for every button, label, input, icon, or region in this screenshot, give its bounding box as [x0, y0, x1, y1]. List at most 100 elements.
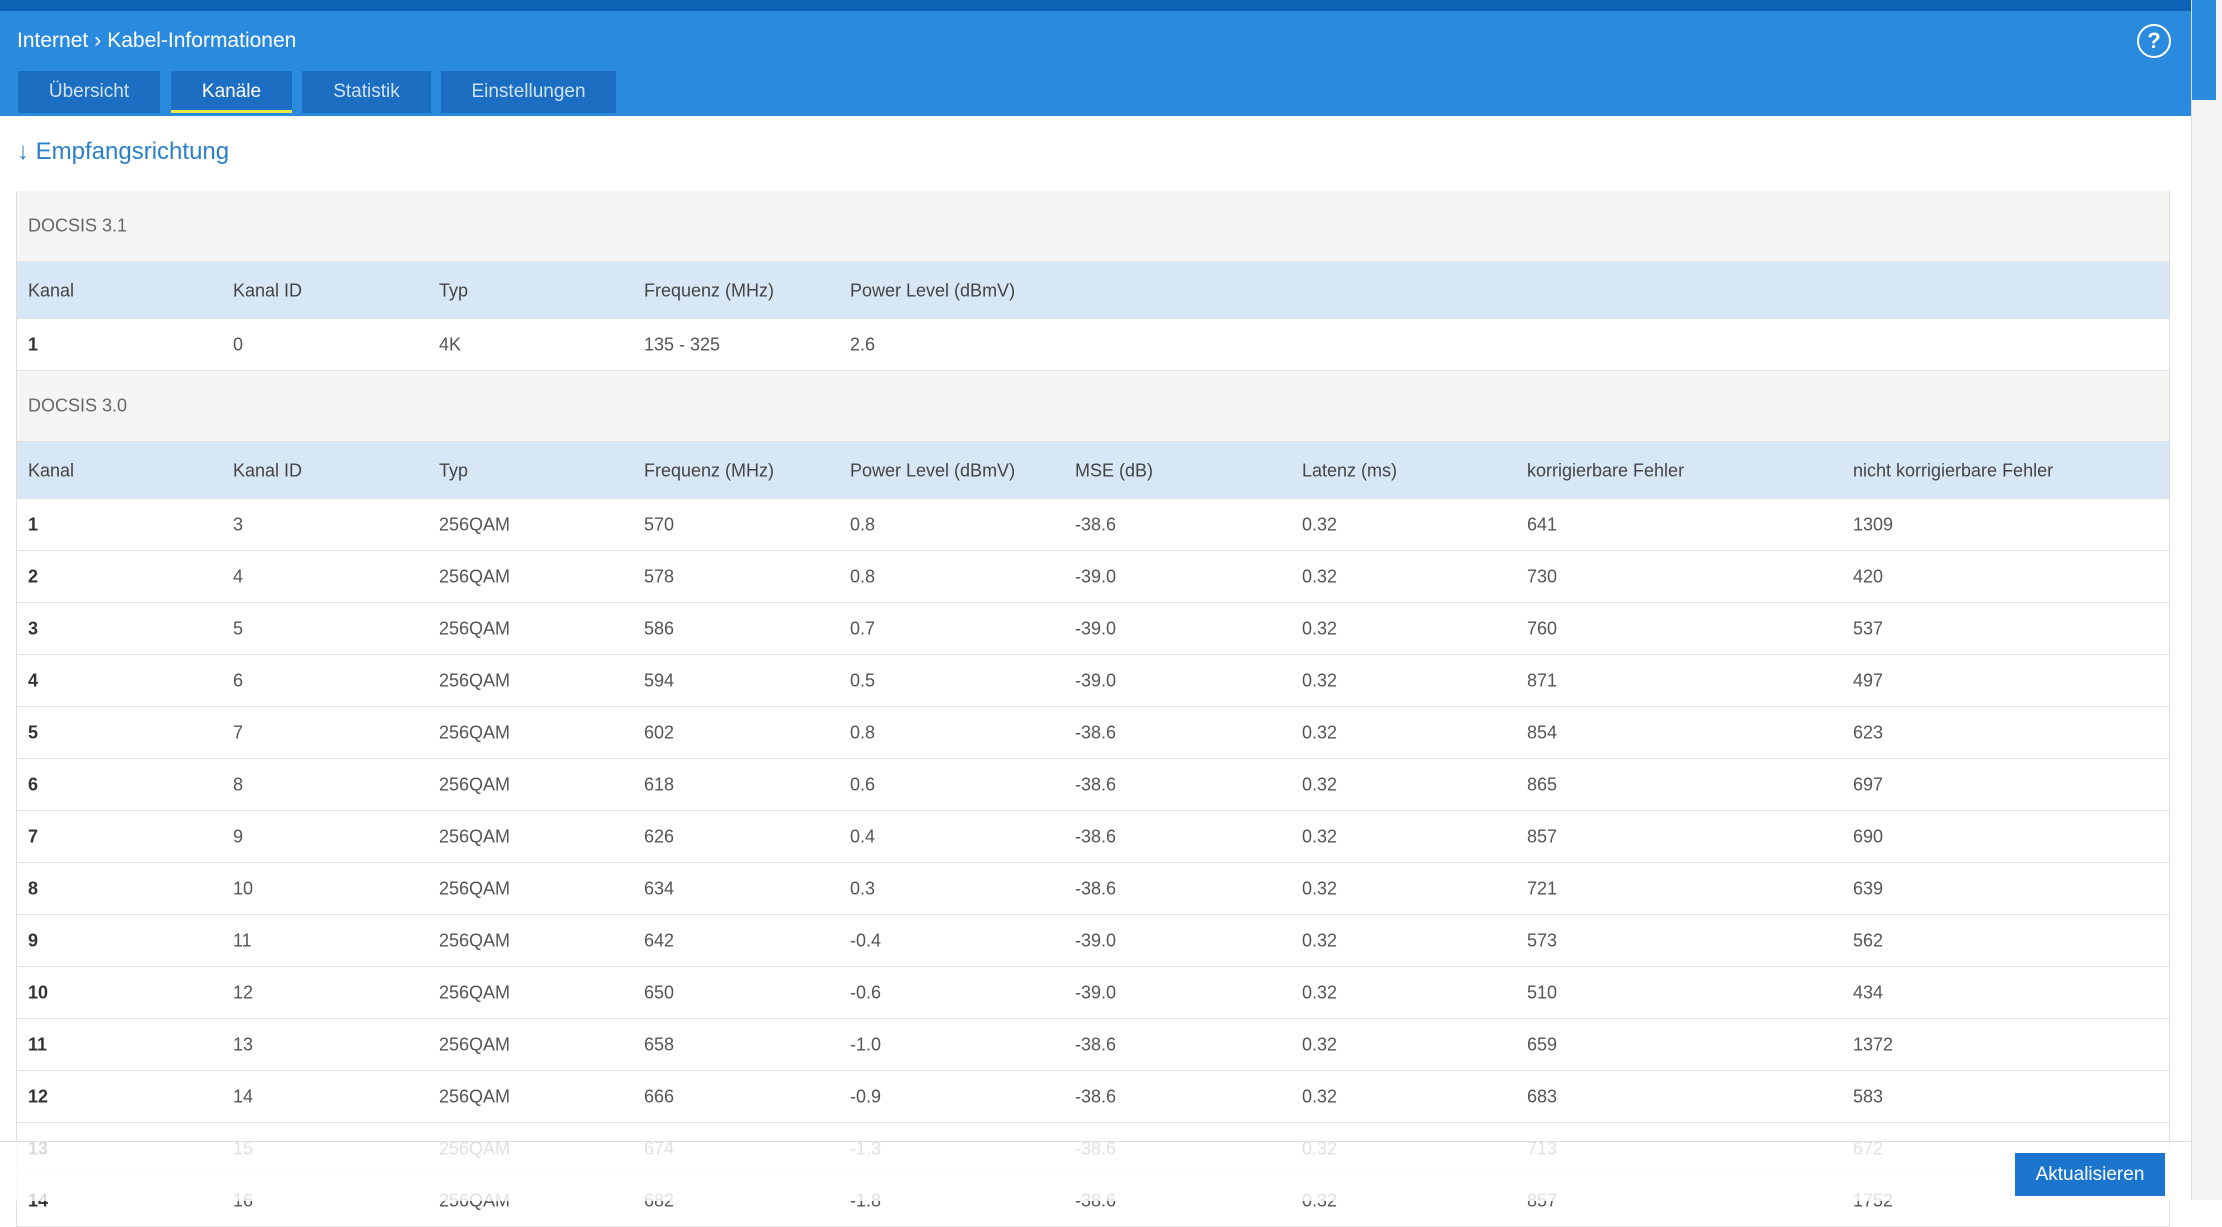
table-cell: 623	[1853, 722, 1883, 743]
table-cell: 256QAM	[439, 514, 510, 535]
table-cell: 578	[644, 566, 674, 587]
data-row: 68256QAM6180.6-38.60.32865697	[16, 759, 2170, 811]
table-cell: 3	[233, 514, 243, 535]
table-cell: 583	[1853, 1086, 1883, 1107]
channel-table: DOCSIS 3.1 KanalKanal IDTypFrequenz (MHz)…	[16, 191, 2170, 1227]
table-cell: 586	[644, 618, 674, 639]
table-cell: 3	[28, 618, 38, 639]
table-cell: 0.32	[1302, 930, 1337, 951]
table-cell: 658	[644, 1034, 674, 1055]
table-cell: 641	[1527, 514, 1557, 535]
data-row: 1214256QAM666-0.9-38.60.32683583	[16, 1071, 2170, 1123]
table-cell: -38.6	[1075, 1034, 1116, 1055]
table-cell: 573	[1527, 930, 1557, 951]
column-header: Kanal	[28, 460, 74, 481]
header-row: KanalKanal IDTypFrequenz (MHz)Power Leve…	[16, 442, 2170, 499]
table-cell: 0.32	[1302, 722, 1337, 743]
table-cell: 602	[644, 722, 674, 743]
table-cell: 256QAM	[439, 722, 510, 743]
table-cell: -38.6	[1075, 878, 1116, 899]
data-row: 13256QAM5700.8-38.60.326411309	[16, 499, 2170, 551]
help-button[interactable]: ?	[2137, 24, 2171, 58]
table-cell: 697	[1853, 774, 1883, 795]
table-cell: 7	[28, 826, 38, 847]
table-cell: 0.32	[1302, 618, 1337, 639]
table-cell: 420	[1853, 566, 1883, 587]
scrollbar-area	[2191, 0, 2222, 1200]
table-cell: -0.4	[850, 930, 881, 951]
table-cell: 256QAM	[439, 1034, 510, 1055]
scrollbar-edge	[2192, 0, 2216, 100]
data-row: 1012256QAM650-0.6-39.00.32510434	[16, 967, 2170, 1019]
table-cell: 256QAM	[439, 930, 510, 951]
table-cell: 10	[233, 878, 253, 899]
table-cell: 12	[233, 982, 253, 1003]
tab[interactable]: Übersicht	[18, 71, 160, 113]
header-row: KanalKanal IDTypFrequenz (MHz)Power Leve…	[16, 262, 2170, 319]
section-row: DOCSIS 3.1	[16, 191, 2170, 262]
breadcrumb-item[interactable]: Internet	[17, 29, 88, 52]
table-cell: 256QAM	[439, 982, 510, 1003]
column-header: Power Level (dBmV)	[850, 280, 1015, 301]
table-cell: 434	[1853, 982, 1883, 1003]
table-cell: 256QAM	[439, 826, 510, 847]
table-cell: 14	[233, 1086, 253, 1107]
column-header: Latenz (ms)	[1302, 460, 1397, 481]
tab-active[interactable]: Kanäle	[171, 71, 292, 113]
table-cell: 666	[644, 1086, 674, 1107]
breadcrumb-item: Kabel-Informationen	[107, 29, 296, 52]
table-cell: 1	[28, 514, 38, 535]
table-cell: 537	[1853, 618, 1883, 639]
table-cell: 1	[28, 334, 38, 355]
table-cell: 618	[644, 774, 674, 795]
data-row: 104K135 - 3252.6	[16, 319, 2170, 371]
table-cell: 256QAM	[439, 566, 510, 587]
table-cell: 626	[644, 826, 674, 847]
table-cell: 4	[233, 566, 243, 587]
table-cell: 639	[1853, 878, 1883, 899]
table-cell: 0.32	[1302, 566, 1337, 587]
column-header: MSE (dB)	[1075, 460, 1153, 481]
column-header: korrigierbare Fehler	[1527, 460, 1684, 481]
column-header: Kanal ID	[233, 280, 302, 301]
table-cell: 10	[28, 982, 48, 1003]
table-cell: -38.6	[1075, 722, 1116, 743]
breadcrumb-separator: ›	[94, 29, 101, 53]
table-cell: 11	[28, 1034, 47, 1055]
table-cell: -38.6	[1075, 1086, 1116, 1107]
table-cell: 5	[233, 618, 243, 639]
data-row: 46256QAM5940.5-39.00.32871497	[16, 655, 2170, 707]
breadcrumb: Internet › Kabel-Informationen	[17, 29, 296, 53]
table-cell: 11	[233, 930, 252, 951]
table-cell: 0.8	[850, 514, 875, 535]
table-cell: -38.6	[1075, 774, 1116, 795]
table-cell: 7	[233, 722, 243, 743]
tab[interactable]: Statistik	[302, 71, 431, 113]
table-cell: 256QAM	[439, 618, 510, 639]
table-cell: 6	[28, 774, 38, 795]
column-header: Typ	[439, 460, 468, 481]
table-cell: 0.6	[850, 774, 875, 795]
tab[interactable]: Einstellungen	[441, 71, 616, 113]
table-cell: 865	[1527, 774, 1557, 795]
section-label: DOCSIS 3.1	[28, 216, 127, 237]
table-cell: 634	[644, 878, 674, 899]
table-cell: -0.9	[850, 1086, 881, 1107]
footer: Aktualisieren	[0, 1141, 2191, 1201]
refresh-button[interactable]: Aktualisieren	[2015, 1153, 2165, 1196]
table-cell: 9	[28, 930, 38, 951]
page: {"header": {"breadcrumb": ["Internet", "…	[0, 0, 2222, 1200]
table-cell: -38.6	[1075, 514, 1116, 535]
table-cell: 730	[1527, 566, 1557, 587]
table-cell: 9	[233, 826, 243, 847]
table-cell: 12	[28, 1086, 48, 1107]
table-cell: 256QAM	[439, 670, 510, 691]
table-cell: -39.0	[1075, 566, 1116, 587]
table-cell: 0.32	[1302, 878, 1337, 899]
table-cell: 0.3	[850, 878, 875, 899]
table-cell: 690	[1853, 826, 1883, 847]
table-cell: 871	[1527, 670, 1557, 691]
data-row: 911256QAM642-0.4-39.00.32573562	[16, 915, 2170, 967]
table-cell: 8	[28, 878, 38, 899]
table-cell: 659	[1527, 1034, 1557, 1055]
